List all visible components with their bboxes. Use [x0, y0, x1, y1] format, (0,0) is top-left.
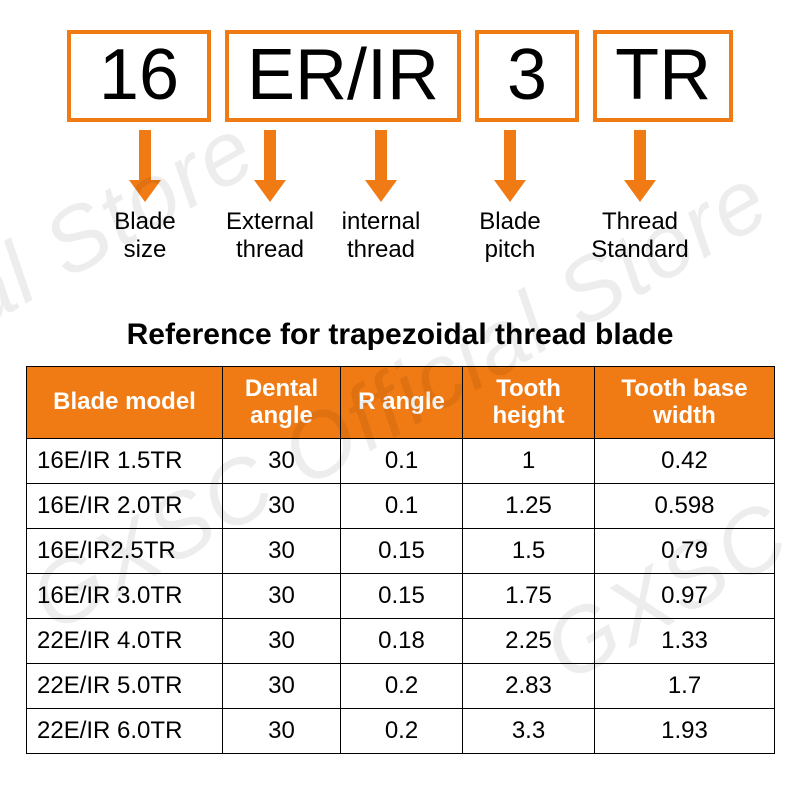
value-cell: 1.93 [595, 709, 775, 754]
value-cell: 30 [223, 619, 341, 664]
table-header-cell: Tooth basewidth [595, 367, 775, 439]
table-row: 16E/IR 2.0TR300.11.250.598 [27, 484, 775, 529]
arrow-head-icon [254, 180, 286, 202]
value-cell: 0.15 [341, 574, 463, 619]
value-cell: 0.79 [595, 529, 775, 574]
value-cell: 0.2 [341, 664, 463, 709]
value-cell: 3.3 [463, 709, 595, 754]
arrow-label: internalthread [326, 208, 436, 263]
value-cell: 0.1 [341, 439, 463, 484]
value-cell: 1.7 [595, 664, 775, 709]
table-row: 16E/IR 1.5TR300.110.42 [27, 439, 775, 484]
arrow-column: Bladesize [90, 130, 200, 263]
arrow-head-icon [129, 180, 161, 202]
value-cell: 2.25 [463, 619, 595, 664]
reference-table: Blade modelDentalangleR angleToothheight… [26, 366, 775, 754]
table-header-cell: Blade model [27, 367, 223, 439]
value-cell: 1.25 [463, 484, 595, 529]
value-cell: 1.75 [463, 574, 595, 619]
table-header-cell: Dentalangle [223, 367, 341, 439]
arrow-label: ThreadStandard [585, 208, 695, 263]
arrow-column: internalthread [326, 130, 436, 263]
table-header-cell: Toothheight [463, 367, 595, 439]
arrow-column: Bladepitch [455, 130, 565, 263]
arrow-head-icon [365, 180, 397, 202]
model-cell: 16E/IR2.5TR [27, 529, 223, 574]
value-cell: 1 [463, 439, 595, 484]
arrow-down-icon [264, 130, 276, 180]
code-part-std: TR [593, 30, 733, 122]
arrow-down-icon [634, 130, 646, 180]
value-cell: 2.83 [463, 664, 595, 709]
table-row: 22E/IR 6.0TR300.23.31.93 [27, 709, 775, 754]
model-cell: 16E/IR 1.5TR [27, 439, 223, 484]
arrow-down-icon [375, 130, 387, 180]
arrow-down-icon [504, 130, 516, 180]
code-breakdown-row: 16 ER/IR 3 TR [0, 30, 800, 122]
table-title: Reference for trapezoidal thread blade [0, 318, 800, 352]
arrow-column: Externalthread [215, 130, 325, 263]
value-cell: 0.18 [341, 619, 463, 664]
value-cell: 30 [223, 574, 341, 619]
arrow-down-icon [139, 130, 151, 180]
model-cell: 16E/IR 2.0TR [27, 484, 223, 529]
value-cell: 0.1 [341, 484, 463, 529]
table-row: 16E/IR 3.0TR300.151.750.97 [27, 574, 775, 619]
value-cell: 30 [223, 439, 341, 484]
code-part-size: 16 [67, 30, 211, 122]
value-cell: 1.33 [595, 619, 775, 664]
model-cell: 16E/IR 3.0TR [27, 574, 223, 619]
arrow-head-icon [624, 180, 656, 202]
value-cell: 0.42 [595, 439, 775, 484]
model-cell: 22E/IR 5.0TR [27, 664, 223, 709]
table-row: 16E/IR2.5TR300.151.50.79 [27, 529, 775, 574]
value-cell: 1.5 [463, 529, 595, 574]
arrow-column: ThreadStandard [585, 130, 695, 263]
value-cell: 0.598 [595, 484, 775, 529]
table-header-cell: R angle [341, 367, 463, 439]
value-cell: 30 [223, 484, 341, 529]
value-cell: 30 [223, 529, 341, 574]
arrow-label: Bladesize [90, 208, 200, 263]
value-cell: 0.2 [341, 709, 463, 754]
table-row: 22E/IR 5.0TR300.22.831.7 [27, 664, 775, 709]
arrow-label: Bladepitch [455, 208, 565, 263]
value-cell: 30 [223, 664, 341, 709]
arrow-head-icon [494, 180, 526, 202]
value-cell: 0.15 [341, 529, 463, 574]
code-part-erir: ER/IR [225, 30, 461, 122]
model-cell: 22E/IR 4.0TR [27, 619, 223, 664]
value-cell: 30 [223, 709, 341, 754]
arrow-label: Externalthread [215, 208, 325, 263]
model-cell: 22E/IR 6.0TR [27, 709, 223, 754]
value-cell: 0.97 [595, 574, 775, 619]
table-row: 22E/IR 4.0TR300.182.251.33 [27, 619, 775, 664]
code-part-pitch: 3 [475, 30, 579, 122]
